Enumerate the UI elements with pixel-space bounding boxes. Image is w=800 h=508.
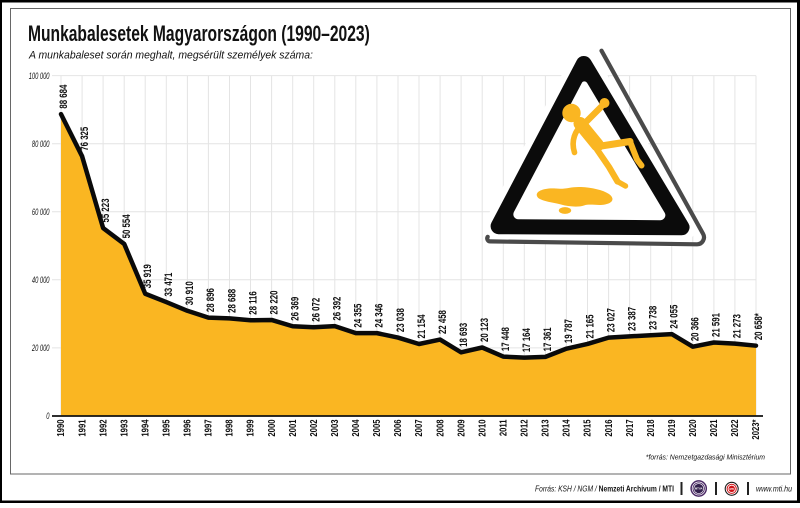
svg-text:28 896: 28 896 (205, 288, 216, 312)
svg-text:17 361: 17 361 (542, 327, 553, 351)
svg-text:60 000: 60 000 (32, 207, 50, 218)
svg-text:2021: 2021 (708, 420, 719, 437)
svg-text:20 366: 20 366 (690, 317, 701, 341)
svg-text:19 787: 19 787 (563, 319, 574, 343)
svg-text:80 000: 80 000 (32, 138, 50, 149)
svg-text:2006: 2006 (392, 420, 403, 437)
svg-text:100 000: 100 000 (29, 70, 50, 81)
svg-text:28 220: 28 220 (268, 290, 279, 314)
svg-text:23 027: 23 027 (605, 308, 616, 332)
svg-text:2012: 2012 (518, 420, 529, 437)
svg-text:1999: 1999 (245, 420, 256, 437)
svg-text:1997: 1997 (203, 420, 214, 437)
svg-text:2016: 2016 (603, 420, 614, 437)
svg-text:88 684: 88 684 (58, 84, 69, 109)
svg-text:21 273: 21 273 (732, 314, 743, 338)
svg-text:www.mti.hu: www.mti.hu (756, 484, 793, 494)
svg-text:*forrás: Nemzetgazdasági Minis: *forrás: Nemzetgazdasági Minisztérium (646, 454, 765, 461)
svg-text:22 458: 22 458 (437, 310, 448, 334)
svg-text:MTI: MTI (729, 487, 734, 491)
svg-text:2019: 2019 (666, 420, 677, 437)
svg-text:21 591: 21 591 (711, 313, 722, 337)
svg-text:24 346: 24 346 (374, 304, 385, 328)
svg-text:20 000: 20 000 (31, 343, 50, 354)
svg-text:2015: 2015 (582, 420, 593, 437)
svg-text:2018: 2018 (645, 420, 656, 437)
svg-text:2002: 2002 (308, 420, 319, 437)
svg-text:24 355: 24 355 (353, 304, 364, 328)
svg-text:1996: 1996 (181, 420, 192, 437)
svg-text:2007: 2007 (413, 420, 424, 437)
svg-text:1995: 1995 (160, 420, 171, 437)
svg-text:MTVA: MTVA (695, 487, 703, 491)
svg-text:0: 0 (46, 411, 50, 422)
svg-text:2000: 2000 (266, 420, 277, 437)
svg-text:23 387: 23 387 (626, 307, 637, 331)
svg-text:26 392: 26 392 (331, 297, 342, 321)
svg-text:A munkabaleset során meghalt,: A munkabaleset során meghalt, megsérült … (28, 49, 313, 61)
svg-text:1993: 1993 (118, 420, 129, 437)
svg-text:2003: 2003 (329, 420, 340, 437)
svg-text:17 164: 17 164 (521, 327, 532, 352)
svg-text:17 448: 17 448 (500, 327, 511, 351)
svg-text:50 554: 50 554 (121, 214, 132, 239)
svg-text:Forrás: KSH / NGM / Nemzeti Ar: Forrás: KSH / NGM / Nemzeti Archívum / M… (535, 484, 674, 494)
svg-text:2004: 2004 (350, 419, 361, 437)
svg-text:21 165: 21 165 (584, 314, 595, 338)
svg-text:1994: 1994 (139, 419, 150, 437)
svg-text:55 223: 55 223 (100, 199, 111, 223)
svg-text:2009: 2009 (455, 420, 466, 437)
svg-text:28 116: 28 116 (247, 291, 258, 315)
svg-text:76 325: 76 325 (79, 127, 90, 151)
svg-text:20 658*: 20 658* (753, 313, 764, 340)
svg-text:20 123: 20 123 (479, 318, 490, 342)
svg-text:18 693: 18 693 (458, 323, 469, 347)
svg-text:24 055: 24 055 (668, 305, 679, 329)
svg-text:2014: 2014 (561, 419, 572, 437)
svg-text:23 038: 23 038 (395, 308, 406, 332)
svg-text:33 471: 33 471 (163, 273, 174, 297)
svg-text:1992: 1992 (97, 420, 108, 437)
svg-text:1991: 1991 (76, 420, 87, 437)
svg-text:Munkabalesetek Magyarországon: Munkabalesetek Magyarországon (1990–2023… (28, 23, 370, 47)
svg-text:28 688: 28 688 (226, 289, 237, 313)
svg-text:1990: 1990 (55, 420, 66, 437)
svg-text:2023*: 2023* (750, 419, 761, 439)
svg-text:30 910: 30 910 (184, 281, 195, 305)
svg-text:1998: 1998 (224, 420, 235, 437)
svg-text:2005: 2005 (371, 420, 382, 437)
svg-text:2022: 2022 (729, 420, 740, 437)
svg-text:2011: 2011 (497, 420, 508, 437)
svg-text:26 369: 26 369 (289, 297, 300, 321)
svg-text:2010: 2010 (476, 420, 487, 437)
svg-text:23 738: 23 738 (647, 306, 658, 330)
svg-text:40 000: 40 000 (32, 275, 50, 286)
svg-text:2017: 2017 (624, 420, 635, 437)
svg-text:26 072: 26 072 (310, 298, 321, 322)
svg-text:21 154: 21 154 (416, 314, 427, 339)
svg-text:2020: 2020 (687, 420, 698, 437)
svg-text:2008: 2008 (434, 420, 445, 437)
svg-text:2013: 2013 (539, 420, 550, 437)
svg-text:35 919: 35 919 (142, 264, 153, 288)
svg-text:2001: 2001 (287, 420, 298, 437)
